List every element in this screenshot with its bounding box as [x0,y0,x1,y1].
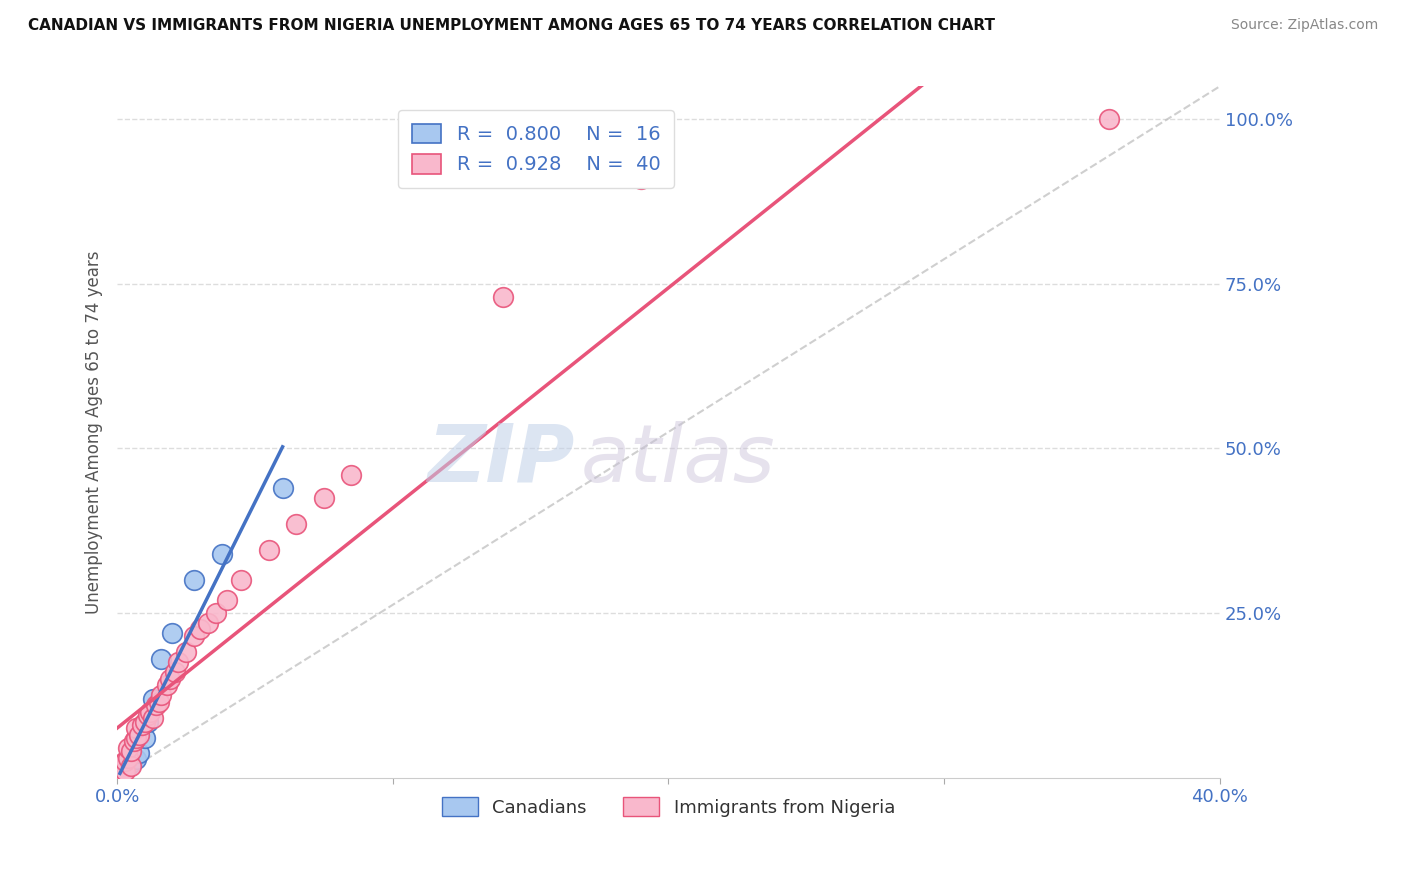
Point [117,740,139,755]
Point [165,665,187,680]
Point [183,573,205,587]
Point [134,714,156,729]
Text: CANADIAN VS IMMIGRANTS FROM NIGERIA UNEMPLOYMENT AMONG AGES 65 TO 74 YEARS CORRE: CANADIAN VS IMMIGRANTS FROM NIGERIA UNEM… [28,18,995,33]
Point [136,708,159,723]
Point [205,606,228,620]
Point [257,543,280,558]
Point [150,652,173,666]
Point [114,754,136,768]
Point [125,731,148,745]
Point [134,731,156,745]
Point [211,547,233,561]
Text: Source: ZipAtlas.com: Source: ZipAtlas.com [1230,18,1378,32]
Point [122,734,145,748]
Point [148,695,170,709]
Text: atlas: atlas [581,421,775,499]
Point [197,615,219,630]
Point [120,744,142,758]
Point [142,711,165,725]
Point [142,691,165,706]
Point [136,714,159,729]
Point [114,761,136,775]
Point [111,763,134,777]
Point [492,290,515,304]
Point [183,629,205,643]
Point [120,758,142,772]
Point [159,672,181,686]
Point [122,751,145,765]
Point [162,625,184,640]
Point [111,765,134,780]
Point [139,705,162,719]
Point [188,623,211,637]
Point [166,656,188,670]
Point [156,678,179,692]
Point [114,764,136,778]
Point [125,752,148,766]
Point [145,698,167,713]
Text: ZIP: ZIP [427,421,575,499]
Point [231,573,253,587]
Point [312,491,335,505]
Point [1098,112,1121,127]
Point [131,718,153,732]
Point [125,721,148,735]
Point [174,645,197,659]
Point [150,688,173,702]
Point [111,756,134,770]
Point [117,758,139,772]
Point [108,764,131,778]
Point [128,728,150,742]
Point [271,481,294,495]
Point [120,756,142,770]
Point [630,171,652,186]
Point [217,592,239,607]
Point [285,517,308,532]
Point [340,467,363,482]
Y-axis label: Unemployment Among Ages 65 to 74 years: Unemployment Among Ages 65 to 74 years [86,251,103,614]
Point [128,746,150,760]
Legend: Canadians, Immigrants from Nigeria: Canadians, Immigrants from Nigeria [434,790,903,824]
Point [108,767,131,781]
Point [117,751,139,765]
Point [108,758,131,772]
